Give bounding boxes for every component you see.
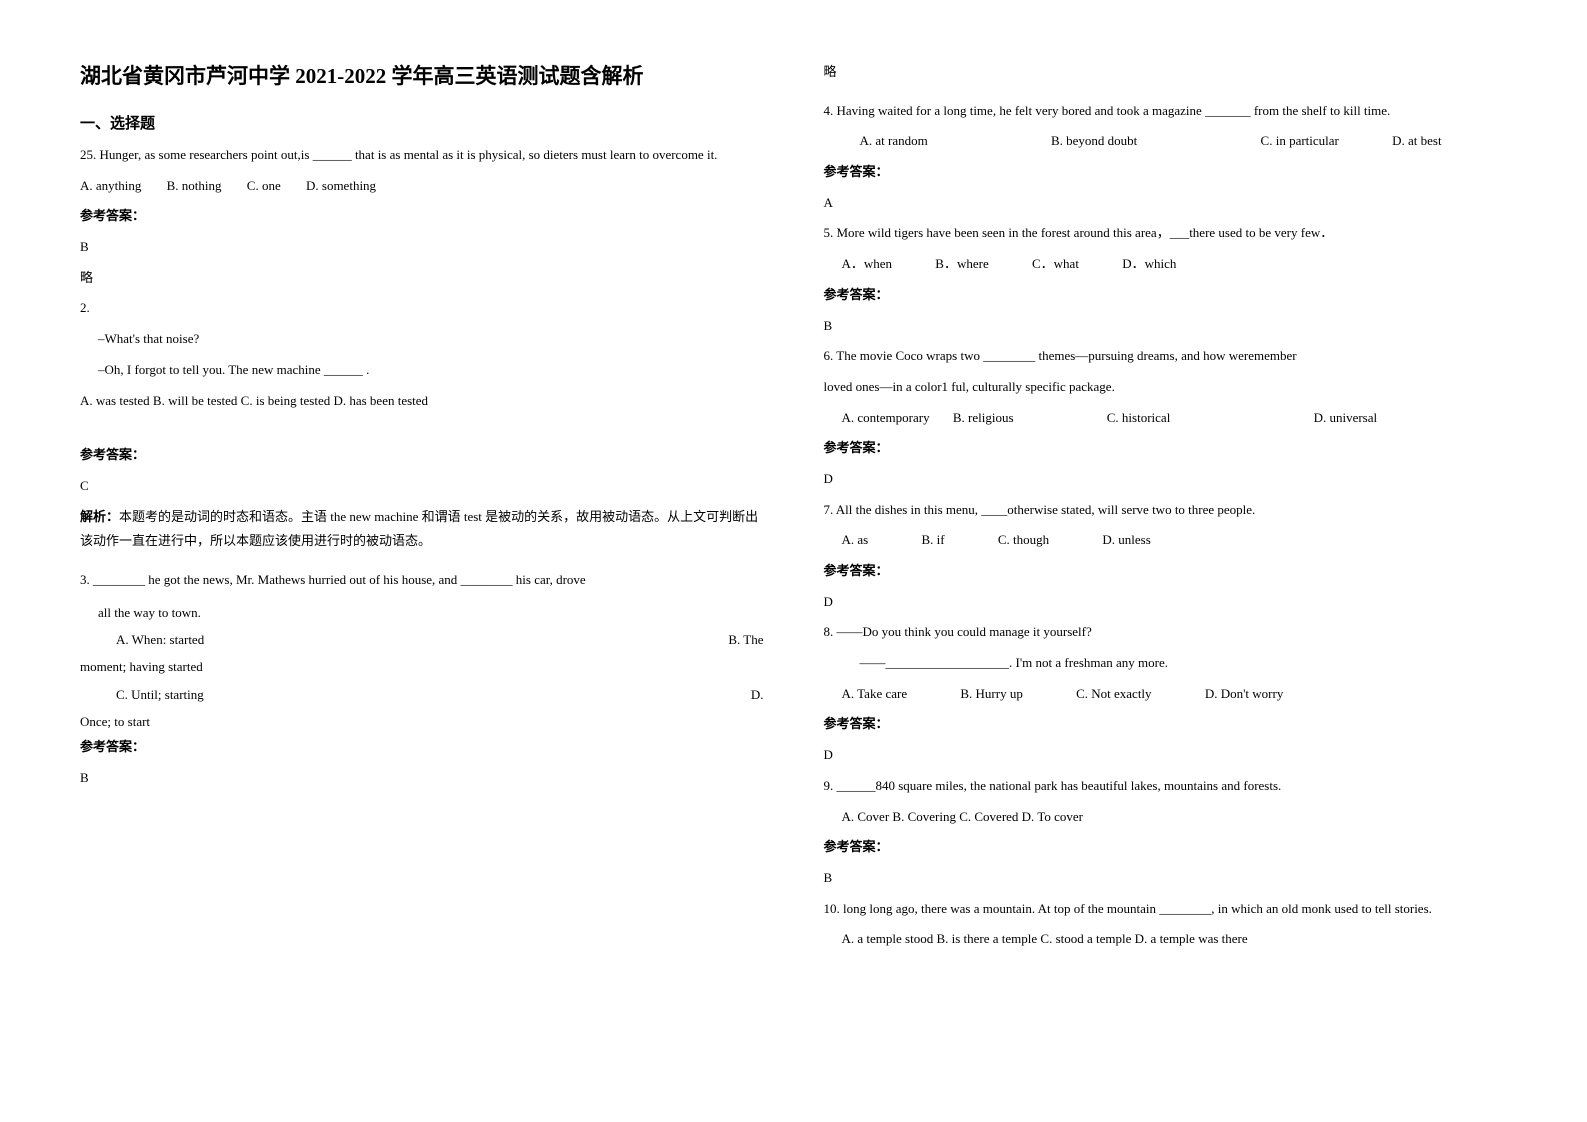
q6-answer: D xyxy=(824,467,1508,492)
doc-title: 湖北省黄冈市芦河中学 2021-2022 学年高三英语测试题含解析 xyxy=(80,60,764,90)
q25-answer-label: 参考答案： xyxy=(80,204,764,229)
q2-answer-label: 参考答案： xyxy=(80,443,764,468)
q4-options: A. at random B. beyond doubt C. in parti… xyxy=(824,129,1508,154)
q7-opt-b: B. if xyxy=(921,528,944,553)
q2-options: A. was tested B. will be tested C. is be… xyxy=(80,389,764,414)
q7-opt-a: A. as xyxy=(842,528,869,553)
q6-answer-label: 参考答案： xyxy=(824,436,1508,461)
q4-opt-b: B. beyond doubt xyxy=(1051,129,1137,154)
q6-opt-b: B. religious xyxy=(953,406,1014,431)
q3-opt-c: C. Until; starting xyxy=(80,681,204,708)
q3-text: 3. ________ he got the news, Mr. Mathews… xyxy=(80,568,764,593)
q2-expl-body: 本题考的是动词的时态和语态。主语 the new machine 和谓语 tes… xyxy=(80,509,758,549)
q8-opt-d: D. Don't worry xyxy=(1205,682,1284,707)
q8-line1: 8. ——Do you think you could manage it yo… xyxy=(824,620,1508,645)
q6-options: A. contemporary B. religious C. historic… xyxy=(824,406,1508,431)
q3-opt-b: B. The xyxy=(728,626,763,653)
q9-answer: B xyxy=(824,866,1508,891)
q3-opt-d: D. xyxy=(751,681,764,708)
q8-opt-c: C. Not exactly xyxy=(1076,682,1151,707)
q8-answer-label: 参考答案： xyxy=(824,712,1508,737)
q3-opt-d2: Once; to start xyxy=(80,708,764,735)
q4-opt-a: A. at random xyxy=(860,129,928,154)
q5-opt-b: B．where xyxy=(935,252,988,277)
q6-text2: loved ones—in a color1 ful, culturally s… xyxy=(824,375,1508,400)
q7-options: A. as B. if C. though D. unless xyxy=(824,528,1508,553)
q6-opt-a: A. contemporary xyxy=(842,406,930,431)
q8-opt-b: B. Hurry up xyxy=(960,682,1022,707)
q2-explanation: 解析：本题考的是动词的时态和语态。主语 the new machine 和谓语 … xyxy=(80,505,764,554)
q5-text: 5. More wild tigers have been seen in th… xyxy=(824,221,1508,246)
q5-answer-label: 参考答案： xyxy=(824,283,1508,308)
q5-answer: B xyxy=(824,314,1508,339)
q10-options: A. a temple stood B. is there a temple C… xyxy=(824,927,1508,952)
section-1-heading: 一、选择题 xyxy=(80,112,764,133)
q25-answer: B xyxy=(80,235,764,260)
q3-note: 略 xyxy=(824,60,1508,85)
q9-answer-label: 参考答案： xyxy=(824,835,1508,860)
q7-opt-d: D. unless xyxy=(1102,528,1150,553)
q10-text: 10. long long ago, there was a mountain.… xyxy=(824,897,1508,922)
q5-opt-d: D．which xyxy=(1122,252,1176,277)
q8-line2: ——___________________. I'm not a freshma… xyxy=(824,651,1508,676)
q2-line1: –What's that noise? xyxy=(80,327,764,352)
q7-opt-c: C. though xyxy=(998,528,1049,553)
q3-row-ab: A. When: started B. The xyxy=(80,626,764,653)
q5-options: A．when B．where C．what D．which xyxy=(824,252,1508,277)
q25-text: 25. Hunger, as some researchers point ou… xyxy=(80,143,764,168)
q25-opt-a: A. anything xyxy=(80,174,141,199)
q3-text2: all the way to town. xyxy=(80,599,764,626)
q7-text: 7. All the dishes in this menu, ____othe… xyxy=(824,498,1508,523)
q9-options: A. Cover B. Covering C. Covered D. To co… xyxy=(824,805,1508,830)
q25-note: 略 xyxy=(80,266,764,291)
q3-opt-b2: moment; having started xyxy=(80,653,764,680)
q3-answer-label: 参考答案： xyxy=(80,735,764,760)
q4-opt-d: D. at best xyxy=(1392,129,1441,154)
q3-answer: B xyxy=(80,766,764,791)
q3-opt-a: A. When: started xyxy=(80,626,204,653)
q5-opt-a: A．when xyxy=(842,252,893,277)
q4-answer-label: 参考答案： xyxy=(824,160,1508,185)
q6-opt-c: C. historical xyxy=(1107,406,1171,431)
q2-expl-bold: 解析： xyxy=(80,509,119,524)
q8-opt-a: A. Take care xyxy=(842,682,908,707)
q2-num: 2. xyxy=(80,296,764,321)
q6-text: 6. The movie Coco wraps two ________ the… xyxy=(824,344,1508,369)
q3-row-cd: C. Until; starting D. xyxy=(80,681,764,708)
q8-answer: D xyxy=(824,743,1508,768)
q25-opt-b: B. nothing xyxy=(167,174,222,199)
q2-line2: –Oh, I forgot to tell you. The new machi… xyxy=(80,358,764,383)
q2-answer: C xyxy=(80,474,764,499)
q8-options: A. Take care B. Hurry up C. Not exactly … xyxy=(824,682,1508,707)
q6-opt-d: D. universal xyxy=(1314,406,1378,431)
q25-options: A. anything B. nothing C. one D. somethi… xyxy=(80,174,764,199)
q4-text: 4. Having waited for a long time, he fel… xyxy=(824,99,1508,124)
q5-opt-c: C．what xyxy=(1032,252,1079,277)
right-column: 略 4. Having waited for a long time, he f… xyxy=(824,60,1508,1062)
q4-opt-c: C. in particular xyxy=(1261,129,1339,154)
q9-text: 9. ______840 square miles, the national … xyxy=(824,774,1508,799)
q25-opt-c: C. one xyxy=(247,174,281,199)
q7-answer: D xyxy=(824,590,1508,615)
q4-answer: A xyxy=(824,191,1508,216)
q7-answer-label: 参考答案： xyxy=(824,559,1508,584)
left-column: 湖北省黄冈市芦河中学 2021-2022 学年高三英语测试题含解析 一、选择题 … xyxy=(80,60,764,1062)
q25-opt-d: D. something xyxy=(306,174,376,199)
